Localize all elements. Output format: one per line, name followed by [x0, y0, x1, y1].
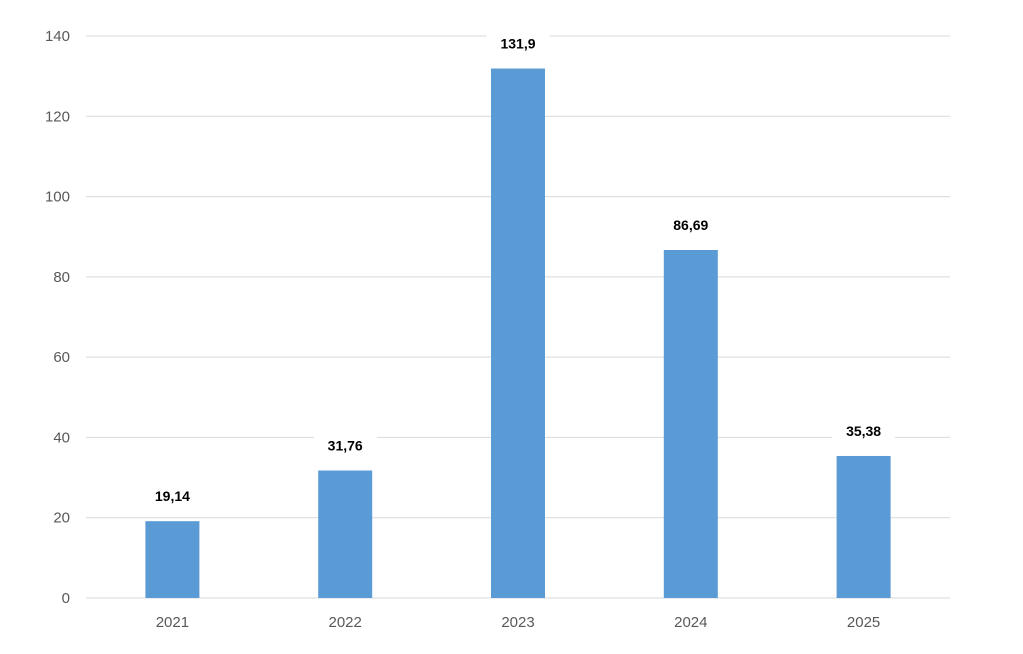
data-labels: 19,14 31,76 131,9 86,69 35,38: [140, 32, 896, 508]
y-tick-label: 60: [53, 349, 70, 366]
y-tick-label: 40: [53, 429, 70, 446]
data-label-background: [486, 32, 550, 55]
data-label-background: [832, 419, 896, 442]
bar-2025: [836, 455, 891, 598]
y-tick-label: 100: [45, 189, 70, 206]
bar-2021: [145, 521, 200, 598]
data-label-background: [659, 214, 723, 237]
data-label-2024: 86,69: [673, 217, 708, 233]
x-tick-label: 2022: [329, 614, 362, 631]
data-label-background: [313, 434, 377, 457]
data-label-2021: 19,14: [155, 488, 190, 504]
bar-2024: [663, 250, 718, 598]
bar-2023: [491, 68, 545, 598]
data-label-background: [140, 485, 204, 508]
bar-2022: [318, 470, 373, 598]
data-label-2025: 35,38: [846, 423, 881, 439]
x-tick-label: 2021: [156, 614, 189, 631]
bars: [145, 68, 891, 598]
x-axis-ticks: 2021 2022 2023 2024 2025: [156, 614, 881, 631]
y-tick-label: 20: [53, 510, 70, 527]
y-axis-ticks: 0 20 40 60 80 100 120 140: [45, 28, 70, 607]
y-tick-label: 0: [62, 590, 70, 607]
data-label-2023: 131,9: [500, 36, 535, 52]
y-tick-label: 140: [45, 28, 70, 45]
x-tick-label: 2025: [847, 614, 880, 631]
y-tick-label: 120: [45, 108, 70, 125]
x-tick-label: 2023: [501, 614, 534, 631]
x-tick-label: 2024: [674, 614, 707, 631]
data-label-2022: 31,76: [328, 438, 363, 454]
y-tick-label: 80: [53, 269, 70, 286]
